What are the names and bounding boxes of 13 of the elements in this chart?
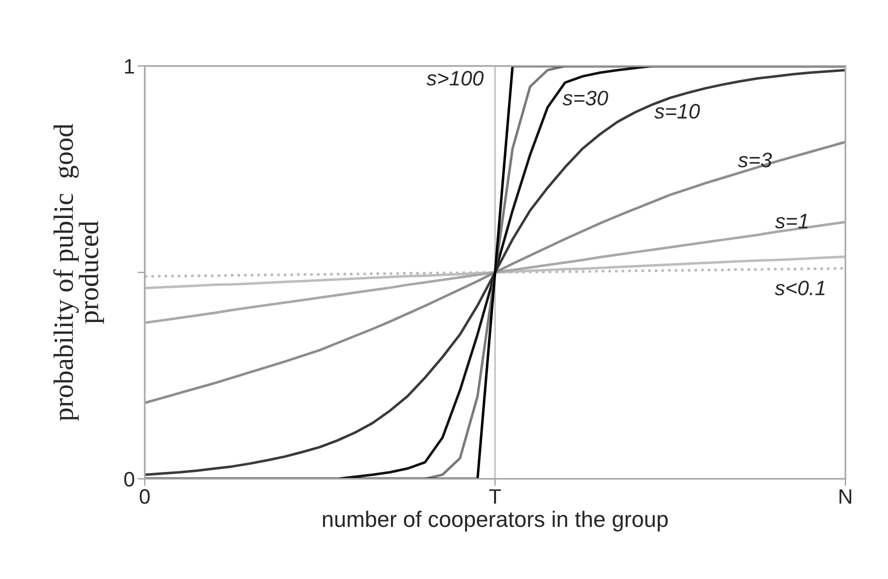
annotation: s=30 (562, 90, 608, 106)
annotation: s=1 (775, 214, 808, 228)
annotation: s>100 (426, 70, 484, 86)
annotation: s=3 (738, 152, 772, 168)
x-axis-title: number of cooperators in the group (322, 510, 668, 532)
y-axis-title: probability of public good produced (53, 124, 104, 421)
x-tick-label: N (840, 489, 852, 504)
x-tick-label: T (489, 489, 501, 504)
line-series (144, 140, 846, 404)
annotation: s<0.1 (774, 280, 825, 296)
x-tick-label: 0 (140, 489, 150, 504)
y-tick-label: 1 (125, 59, 134, 74)
annotation: s=10 (654, 104, 700, 119)
